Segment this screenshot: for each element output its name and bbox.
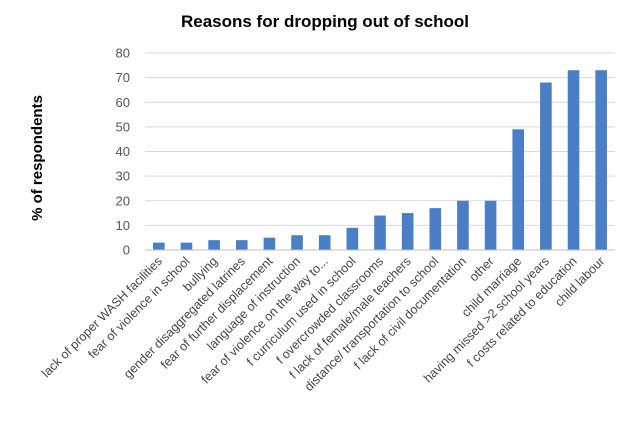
bar: [153, 242, 165, 250]
y-tick-label: 80: [116, 46, 130, 61]
bar: [457, 200, 469, 250]
bar: [318, 235, 331, 250]
bar: [346, 227, 359, 250]
bar: [374, 215, 386, 250]
bar: [291, 235, 303, 250]
y-tick-label: 60: [116, 95, 130, 110]
y-tick-label: 30: [116, 169, 130, 184]
bar: [567, 70, 580, 250]
y-tick-label: 50: [116, 119, 130, 134]
chart-title: Reasons for dropping out of school: [181, 12, 469, 31]
bar: [595, 70, 607, 250]
bar: [208, 240, 220, 250]
y-tick-label: 10: [116, 218, 130, 233]
gridlines: [145, 52, 615, 226]
y-axis-label: % of respondents: [29, 95, 46, 221]
y-axis-ticks: 0 10 20 30 40 50 60 70 80: [116, 46, 130, 258]
bar: [484, 200, 497, 250]
y-tick-label: 20: [116, 193, 130, 208]
bars: [153, 70, 607, 250]
bar: [540, 82, 552, 250]
bar: [180, 242, 193, 250]
y-tick-label: 40: [116, 144, 130, 159]
y-tick-label: 0: [123, 243, 130, 258]
bar: [235, 240, 248, 250]
bar: [512, 129, 525, 250]
bar: [429, 208, 442, 250]
bar: [263, 237, 276, 250]
bar: [401, 213, 414, 250]
y-tick-label: 70: [116, 70, 130, 85]
